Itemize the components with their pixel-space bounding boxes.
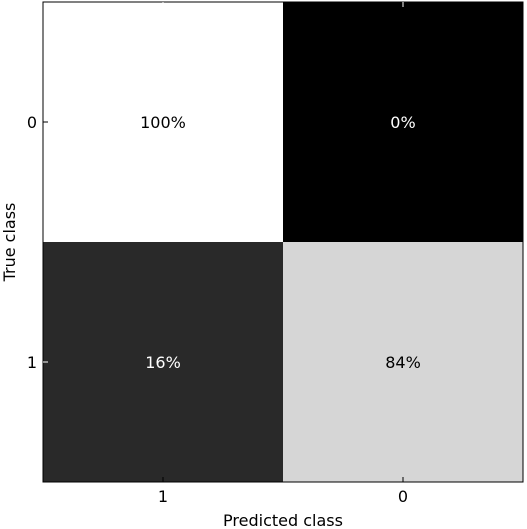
axis-ticks: 1 0 0 1 bbox=[27, 2, 408, 506]
x-axis-title: Predicted class bbox=[223, 511, 343, 529]
y-axis-title: True class bbox=[0, 203, 19, 283]
plot-frame bbox=[42, 1, 524, 483]
heatmap-cell-r1-c1 bbox=[283, 242, 523, 482]
heatmap-cells: 100% 0% 16% 84% bbox=[43, 2, 523, 482]
y-tick-label: 0 bbox=[27, 113, 37, 132]
heatmap-cell-r0-c1 bbox=[283, 2, 523, 242]
cell-label-r1-c1: 84% bbox=[385, 353, 421, 372]
heatmap-cell-r0-c0 bbox=[43, 2, 283, 242]
cell-label-r0-c0: 100% bbox=[140, 113, 186, 132]
cell-label-r0-c1: 0% bbox=[390, 113, 415, 132]
cell-label-r1-c0: 16% bbox=[145, 353, 181, 372]
x-tick-label: 0 bbox=[398, 487, 408, 506]
heatmap-cell-r1-c0 bbox=[43, 242, 283, 482]
x-tick-label: 1 bbox=[158, 487, 168, 506]
y-tick-label: 1 bbox=[27, 353, 37, 372]
